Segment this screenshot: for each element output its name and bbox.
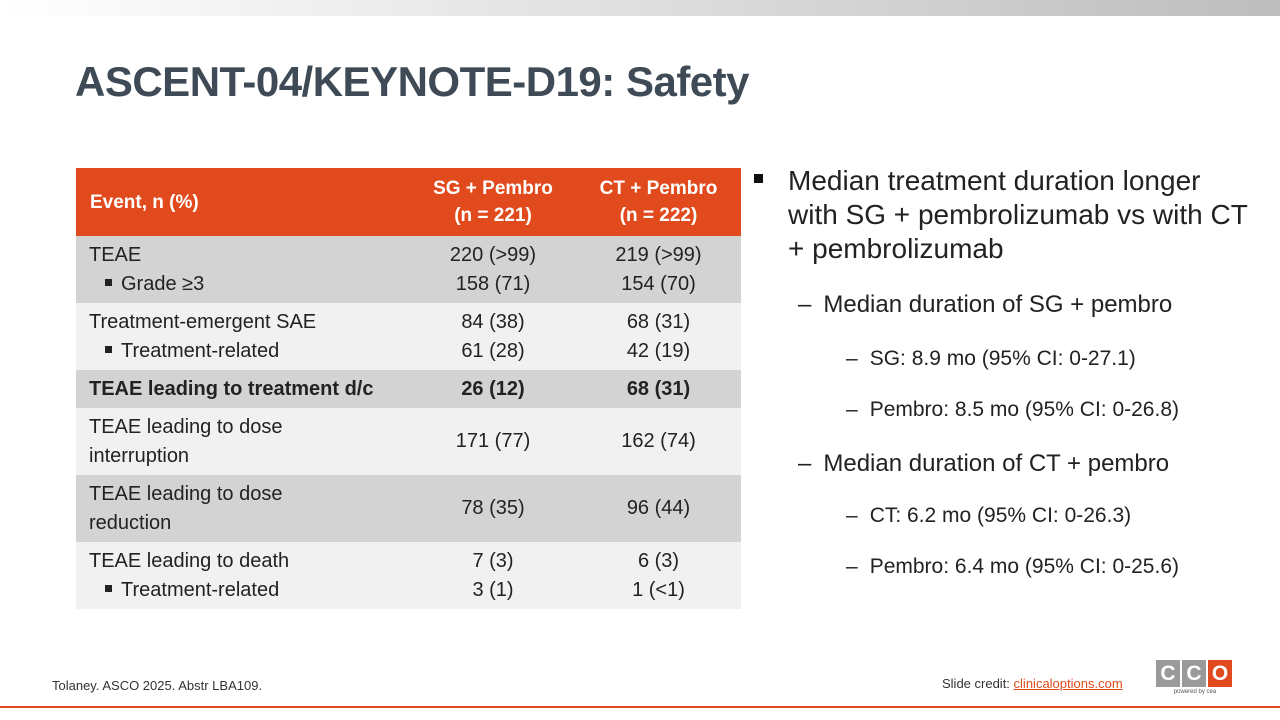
row-sub-label: Treatment-related: [89, 576, 410, 605]
row-label: TEAE leading to dose reduction: [76, 475, 410, 542]
logo-tagline: powered by cea: [1173, 689, 1217, 695]
header-ct-pembro: CT + Pembro (n = 222): [576, 168, 741, 236]
row-sub-label: Treatment-related: [89, 337, 410, 366]
dash-icon: –: [798, 291, 812, 318]
logo-letter-c2: C: [1182, 660, 1206, 687]
header-ct-line2: (n = 222): [619, 205, 698, 226]
bullet-square-icon: [105, 584, 112, 592]
logo-letter-c1: C: [1156, 660, 1180, 687]
sg-item-pembro: – Pembro: 8.5 mo (95% CI: 0-26.8): [846, 396, 1179, 424]
slide-title: ASCENT-04/KEYNOTE-D19: Safety: [75, 58, 750, 105]
main-bullet-text: Median treatment duration longer with SG…: [788, 165, 1248, 264]
table-row-sae: Treatment-emergent SAE Treatment-related…: [76, 303, 741, 370]
citation: Tolaney. ASCO 2025. Abstr LBA109.: [52, 678, 263, 693]
table-row-dose-interruption: TEAE leading to dose interruption 171 (7…: [76, 408, 741, 475]
ct-group-heading: – Median duration of CT + pembro: [798, 450, 1170, 477]
bullet-square-icon: [105, 278, 112, 286]
row-sg-value: 78 (35): [410, 475, 576, 542]
table-row-dose-reduction: TEAE leading to dose reduction 78 (35) 9…: [76, 475, 741, 542]
dash-icon: –: [846, 398, 858, 421]
top-gradient-band: [0, 0, 1280, 16]
row-ct-value: 6 (3) 1 (<1): [576, 542, 741, 609]
row-label: TEAE leading to treatment d/c: [76, 370, 410, 408]
credit-label: Slide credit:: [942, 676, 1014, 691]
row-ct-value: 162 (74): [576, 408, 741, 475]
dash-icon: –: [798, 450, 812, 477]
header-event: Event, n (%): [76, 168, 410, 236]
row-label: TEAE Grade ≥3: [76, 236, 410, 303]
row-main-label: TEAE leading to death: [89, 549, 290, 572]
bullet-square-icon: [105, 345, 112, 353]
logo-letter-o: O: [1208, 660, 1232, 687]
table-row-discontinuation: TEAE leading to treatment d/c 26 (12) 68…: [76, 370, 741, 408]
header-sg-pembro: SG + Pembro (n = 221): [410, 168, 576, 236]
dash-icon: –: [846, 555, 858, 578]
ct-item-ct: – CT: 6.2 mo (95% CI: 0-26.3): [846, 502, 1131, 530]
cco-logo: C C O powered by cea: [1156, 660, 1234, 704]
header-sg-line2: (n = 221): [454, 205, 532, 226]
slide-credit: Slide credit: clinicaloptions.com: [942, 676, 1123, 691]
row-sg-value: 171 (77): [410, 408, 576, 475]
row-main-label: TEAE: [89, 243, 142, 266]
row-ct-value: 68 (31) 42 (19): [576, 303, 741, 370]
sg-item-sg: – SG: 8.9 mo (95% CI: 0-27.1): [846, 345, 1136, 373]
row-sg-value: 7 (3) 3 (1): [410, 542, 576, 609]
row-sg-value: 84 (38) 61 (28): [410, 303, 576, 370]
header-sg-line1: SG + Pembro: [433, 178, 553, 199]
dash-icon: –: [846, 504, 858, 527]
row-label: Treatment-emergent SAE Treatment-related: [76, 303, 410, 370]
safety-table: Event, n (%) SG + Pembro (n = 221) CT + …: [76, 168, 741, 609]
row-label: TEAE leading to dose interruption: [76, 408, 410, 475]
row-ct-value: 96 (44): [576, 475, 741, 542]
ct-item-pembro: – Pembro: 6.4 mo (95% CI: 0-25.6): [846, 553, 1179, 581]
bottom-accent-line: [0, 706, 1280, 708]
table-row-teae: TEAE Grade ≥3 220 (>99) 158 (71) 219 (>9…: [76, 236, 741, 303]
bullet-square-icon: [754, 174, 763, 183]
row-label: TEAE leading to death Treatment-related: [76, 542, 410, 609]
row-main-label: Treatment-emergent SAE: [89, 310, 317, 333]
table-header-row: Event, n (%) SG + Pembro (n = 221) CT + …: [76, 168, 741, 236]
row-sg-value: 26 (12): [410, 370, 576, 408]
row-ct-value: 68 (31): [576, 370, 741, 408]
row-sg-value: 220 (>99) 158 (71): [410, 236, 576, 303]
row-ct-value: 219 (>99) 154 (70): [576, 236, 741, 303]
credit-link[interactable]: clinicaloptions.com: [1013, 676, 1123, 691]
header-ct-line1: CT + Pembro: [599, 178, 718, 199]
dash-icon: –: [846, 347, 858, 370]
table-row-death: TEAE leading to death Treatment-related …: [76, 542, 741, 609]
row-sub-label: Grade ≥3: [89, 270, 410, 299]
sg-group-heading: – Median duration of SG + pembro: [798, 291, 1173, 318]
